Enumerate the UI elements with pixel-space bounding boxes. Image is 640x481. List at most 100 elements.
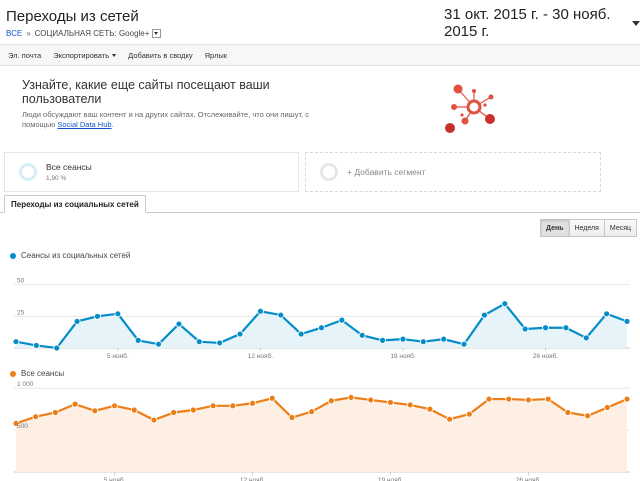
- data-point[interactable]: [367, 396, 375, 404]
- data-point[interactable]: [32, 413, 40, 421]
- data-point[interactable]: [111, 402, 118, 410]
- export-button[interactable]: Экспортировать: [53, 50, 117, 60]
- data-point[interactable]: [150, 416, 158, 424]
- data-point[interactable]: [440, 335, 448, 343]
- data-point[interactable]: [308, 408, 316, 416]
- month-button[interactable]: Месяц: [604, 219, 638, 237]
- data-point[interactable]: [582, 334, 590, 342]
- data-point[interactable]: [521, 325, 529, 333]
- x-tick-label: 5 нояб.: [107, 352, 129, 360]
- data-point[interactable]: [544, 395, 552, 403]
- data-point[interactable]: [277, 311, 285, 319]
- data-point[interactable]: [564, 409, 572, 416]
- segment-all-sessions[interactable]: Все сеансы 1,90 %: [4, 152, 299, 192]
- x-tick-label: 12 нояб.: [248, 352, 273, 360]
- legend-label-all: Все сеансы: [21, 369, 65, 378]
- data-point[interactable]: [249, 399, 256, 407]
- breadcrumb-current: СОЦИАЛЬНАЯ СЕТЬ: Google+: [34, 29, 150, 38]
- data-point[interactable]: [94, 312, 101, 320]
- data-point[interactable]: [347, 394, 355, 401]
- segment-indicator-icon: [19, 163, 37, 181]
- data-point[interactable]: [12, 338, 20, 346]
- data-point[interactable]: [327, 397, 335, 405]
- tab-social-referrals[interactable]: Переходы из социальных сетей: [4, 195, 146, 213]
- add-segment-button[interactable]: + Добавить сегмент: [305, 152, 601, 192]
- data-point[interactable]: [209, 402, 217, 410]
- data-point[interactable]: [426, 405, 434, 413]
- date-range-picker[interactable]: 31 окт. 2015 г. - 30 нояб. 2015 г.: [444, 6, 640, 40]
- data-point[interactable]: [297, 330, 305, 338]
- data-point[interactable]: [358, 331, 366, 339]
- report-toolbar: Эл. почта Экспортировать Добавить в свод…: [0, 44, 640, 66]
- promo-title: Узнайте, какие еще сайты посещают ваши п…: [22, 78, 270, 106]
- data-point[interactable]: [229, 402, 237, 410]
- data-point[interactable]: [603, 310, 611, 318]
- data-point[interactable]: [73, 317, 81, 325]
- data-point[interactable]: [170, 409, 178, 416]
- page-title: Переходы из сетей: [6, 8, 139, 25]
- legend-social-sessions: Сеансы из социальных сетей: [10, 251, 130, 260]
- data-point[interactable]: [91, 407, 99, 415]
- data-point[interactable]: [465, 410, 473, 418]
- data-point[interactable]: [53, 344, 61, 352]
- data-point[interactable]: [460, 340, 468, 348]
- data-point[interactable]: [446, 415, 454, 423]
- data-point[interactable]: [189, 406, 197, 414]
- x-tick-label: 19 нояб.: [378, 476, 403, 481]
- data-point[interactable]: [216, 339, 224, 347]
- data-point[interactable]: [505, 395, 513, 403]
- data-point[interactable]: [623, 317, 631, 325]
- data-point[interactable]: [130, 406, 138, 414]
- social-data-hub-link[interactable]: Social Data Hub: [57, 120, 112, 129]
- data-point[interactable]: [562, 324, 570, 332]
- data-point[interactable]: [52, 409, 59, 416]
- add-segment-label: + Добавить сегмент: [347, 167, 426, 177]
- data-point[interactable]: [12, 419, 20, 427]
- data-point[interactable]: [195, 338, 203, 346]
- day-button[interactable]: День: [540, 219, 570, 237]
- data-point[interactable]: [481, 311, 488, 319]
- week-button[interactable]: Неделя: [569, 219, 605, 237]
- data-point[interactable]: [603, 404, 611, 411]
- shortcut-button[interactable]: Ярлык: [205, 51, 227, 60]
- data-point[interactable]: [387, 399, 394, 406]
- data-point[interactable]: [338, 316, 346, 324]
- data-point[interactable]: [525, 396, 532, 404]
- data-point[interactable]: [268, 394, 276, 402]
- data-point[interactable]: [623, 395, 631, 403]
- data-point[interactable]: [32, 342, 40, 349]
- segment-placeholder-icon: [320, 163, 338, 181]
- x-tick-label: 19 нояб.: [390, 352, 415, 360]
- data-point[interactable]: [419, 338, 427, 346]
- data-point[interactable]: [134, 336, 142, 344]
- data-point[interactable]: [542, 324, 549, 332]
- segment-percent: 1,90 %: [46, 175, 67, 182]
- data-point[interactable]: [485, 395, 493, 403]
- data-point[interactable]: [501, 300, 509, 308]
- legend-label-social: Сеансы из социальных сетей: [21, 251, 131, 260]
- email-button[interactable]: Эл. почта: [8, 51, 41, 60]
- add-to-dashboard-button[interactable]: Добавить в сводку: [128, 51, 192, 60]
- data-point[interactable]: [379, 336, 387, 344]
- data-point[interactable]: [288, 414, 296, 421]
- breadcrumb: ВСЕ » СОЦИАЛЬНАЯ СЕТЬ: Google+: [6, 29, 162, 38]
- data-point[interactable]: [114, 310, 122, 318]
- legend-dot-social: [10, 252, 16, 259]
- y-tick-label: 25: [17, 309, 25, 316]
- data-point[interactable]: [155, 340, 162, 348]
- data-point[interactable]: [406, 401, 414, 409]
- data-point[interactable]: [236, 330, 244, 338]
- data-point[interactable]: [71, 400, 79, 408]
- data-point[interactable]: [399, 335, 407, 343]
- legend-dot-all: [10, 370, 16, 377]
- segment-name: Все сеансы: [46, 162, 92, 172]
- breadcrumb-dropdown-button[interactable]: [152, 29, 162, 38]
- data-point[interactable]: [256, 307, 264, 315]
- data-point[interactable]: [175, 320, 183, 328]
- export-label: Экспортировать: [53, 50, 110, 60]
- breadcrumb-root-link[interactable]: ВСЕ: [6, 29, 23, 38]
- data-point[interactable]: [584, 412, 591, 420]
- data-point[interactable]: [318, 324, 325, 332]
